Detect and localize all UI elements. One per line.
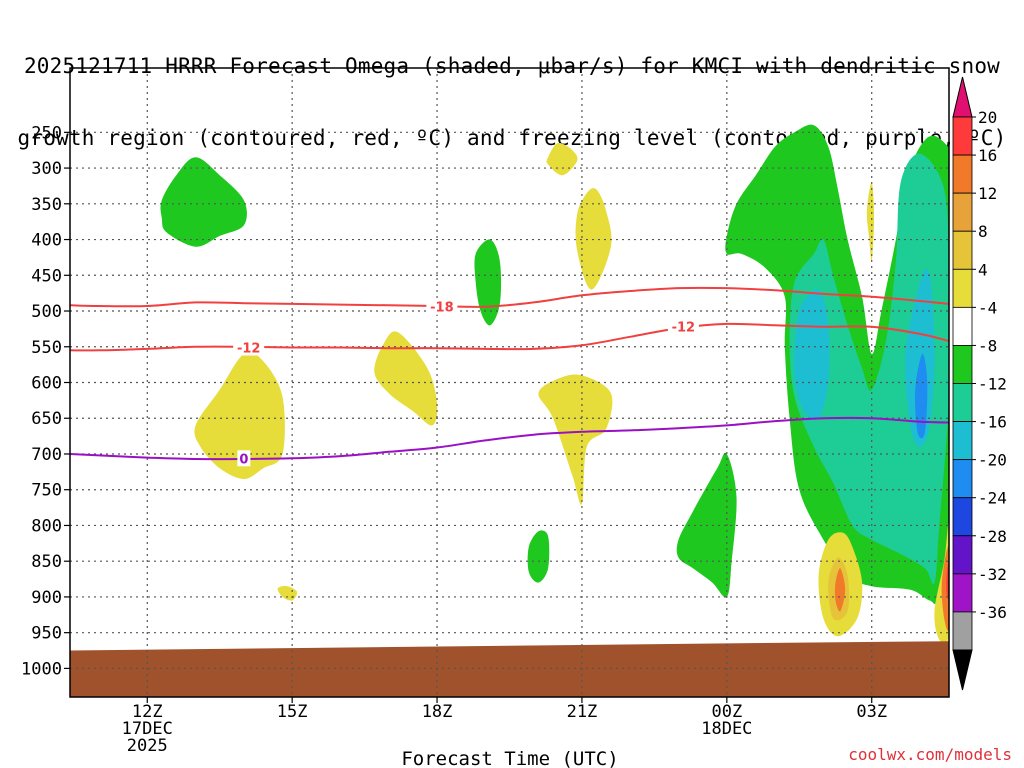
omega-region-4_to_8-1	[374, 331, 438, 426]
colorbar-label-12: -32	[978, 565, 1007, 584]
plot-area: -18 -12 -12 0	[70, 68, 949, 697]
contour-label-bg-dgz-minus12-0	[233, 339, 265, 356]
contour-dgz-minus12	[70, 322, 949, 352]
y-tick-label-850: 850	[31, 552, 62, 572]
ground-layer	[70, 641, 949, 697]
y-tick-label-800: 800	[31, 516, 62, 536]
y-axis: 250 300 350 400 450 500 550 600 650 700 750 800 850 9…	[21, 123, 70, 679]
y-tick-label-650: 650	[31, 409, 62, 429]
contour-lines: -18 -12 -12 0	[70, 286, 949, 467]
x-axis-label: Forecast Time (UTC)	[401, 748, 618, 768]
omega-region-12_to_16-0	[834, 568, 846, 612]
colorbar-bin-0	[952, 116, 973, 156]
colorbar: 20 16 12 8 4 -4 -8 -12 -16 -20 -24 -28 -32 -36	[952, 76, 1007, 691]
x-tick-label-21-0: 21Z	[567, 702, 598, 722]
omega-region-4_to_8-5	[277, 586, 298, 601]
x-tick-label-12-1: 17DEC	[122, 719, 173, 739]
contour-dgz-minus18	[70, 286, 949, 308]
colorbar-bin-13	[952, 611, 973, 651]
omega-region--4_to_-8-0	[160, 157, 247, 247]
omega-region--4_to_-8-2	[527, 530, 550, 583]
colorbar-label-13: -36	[978, 603, 1007, 622]
colorbar-bin-12	[952, 573, 973, 613]
colorbar-label-0: 20	[978, 108, 997, 127]
omega-shading	[160, 124, 949, 645]
chart-title-line1: 2025121711 HRRR Forecast Omega (shaded, …	[23, 54, 1001, 78]
omega-region-4_to_8-4	[538, 374, 613, 505]
y-tick-label-250: 250	[31, 123, 62, 143]
contour-label-bg-freezing-level-0-0	[237, 450, 251, 467]
x-tick-label-24-0: 00Z	[711, 702, 742, 722]
y-tick-label-1000: 1000	[21, 659, 62, 679]
x-tick-label-24-1: 18DEC	[701, 719, 752, 739]
y-tick-label-550: 550	[31, 338, 62, 358]
colorbar-bin-2	[952, 192, 973, 232]
omega-region--4_to_-8-1	[474, 239, 502, 326]
y-tick-label-600: 600	[31, 374, 62, 394]
colorbar-bin-10	[952, 497, 973, 537]
y-tick-label-300: 300	[31, 159, 62, 179]
omega-region-4_to_8-0	[194, 351, 285, 479]
y-tick-label-350: 350	[31, 195, 62, 215]
y-tick-label-500: 500	[31, 302, 62, 322]
colorbar-bin-11	[952, 535, 973, 575]
contour-freezing-level-0	[70, 416, 949, 461]
colorbar-label-8: -16	[978, 413, 1007, 432]
contour-label-dgz-minus12-1: -12	[672, 321, 696, 336]
x-tick-label-12-2: 2025	[127, 736, 168, 756]
x-tick-label-27-0: 03Z	[856, 702, 887, 722]
y-tick-label-900: 900	[31, 588, 62, 608]
omega-region-4_to_8-3	[575, 188, 612, 290]
chart-title: 2025121711 HRRR Forecast Omega (shaded, …	[0, 6, 1024, 174]
contour-label-freezing-level-0-0: 0	[239, 452, 248, 467]
x-tick-label-12-0: 12Z	[132, 702, 163, 722]
colorbar-label-6: -8	[978, 336, 997, 355]
colorbar-bin-9	[952, 459, 973, 499]
colorbar-label-11: -28	[978, 527, 1007, 546]
colorbar-label-9: -20	[978, 451, 1007, 470]
y-tick-label-450: 450	[31, 266, 62, 286]
y-tick-label-700: 700	[31, 445, 62, 465]
colorbar-label-4: 4	[978, 260, 988, 279]
omega-region-12_to_16-1	[941, 545, 949, 631]
omega-region-4_to_8-2	[546, 142, 578, 176]
y-tick-label-750: 750	[31, 481, 62, 501]
contour-label-dgz-minus12-0: -12	[237, 341, 261, 356]
colorbar-bin-3	[952, 230, 973, 270]
omega-region-4_to_8-7	[866, 182, 875, 262]
y-tick-label-950: 950	[31, 624, 62, 644]
omega-region--16_to_-20-0	[914, 353, 928, 439]
colorbar-bin-1	[952, 154, 973, 194]
colorbar-top-arrow	[952, 76, 973, 118]
colorbar-label-5: -4	[978, 298, 997, 317]
contour-label-bg-dgz-minus18-0	[426, 298, 458, 315]
omega-region--8_to_-12-0	[789, 153, 949, 585]
contour-label-dgz-minus18-0: -18	[430, 301, 454, 316]
colorbar-bin-4	[952, 268, 973, 308]
colorbar-bin-5	[952, 306, 973, 346]
colorbar-label-3: 8	[978, 222, 988, 241]
omega-region--12_to_-16-0	[794, 289, 830, 421]
colorbar-label-1: 16	[978, 146, 997, 165]
omega-region--12_to_-16-1	[905, 268, 935, 447]
credit-text: coolwx.com/models	[848, 745, 1012, 764]
colorbar-label-2: 12	[978, 184, 997, 203]
ground-surface	[70, 641, 949, 697]
chart-title-line2: growth region (contoured, red, ºC) and f…	[17, 126, 1007, 150]
contour-label-bg-dgz-minus12-1	[667, 318, 699, 335]
colorbar-label-7: -12	[978, 375, 1007, 394]
colorbar-bin-6	[952, 345, 973, 384]
x-tick-label-18-0: 18Z	[422, 702, 453, 722]
y-tick-label-400: 400	[31, 231, 62, 251]
colorbar-label-10: -24	[978, 489, 1007, 508]
colorbar-bin-8	[952, 421, 973, 461]
colorbar-bin-7	[952, 383, 973, 422]
colorbar-bottom-arrow	[952, 649, 973, 691]
x-tick-label-15-0: 15Z	[277, 702, 308, 722]
